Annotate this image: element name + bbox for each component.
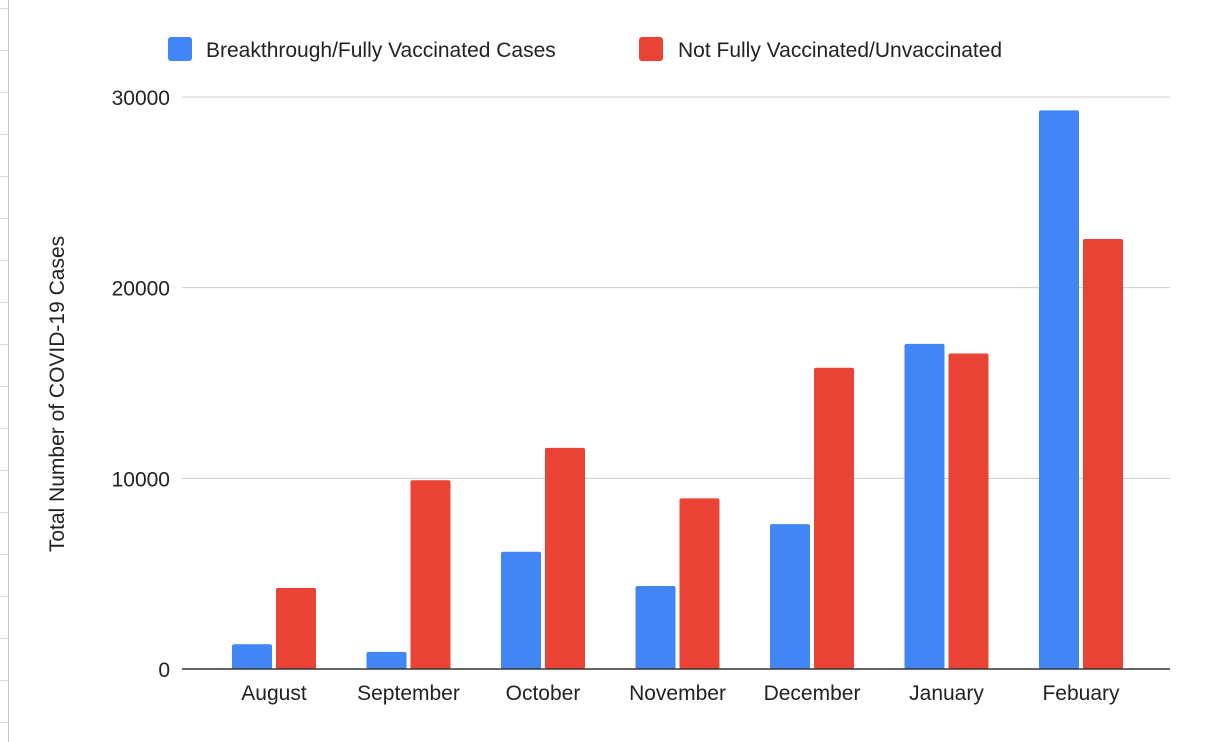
- bar-vaccinated-august: [232, 644, 272, 669]
- bars: [232, 110, 1123, 669]
- edge-tick: [0, 134, 8, 135]
- left-edge-strip: [0, 0, 9, 742]
- y-axis-label: Total Number of COVID-19 Cases: [46, 236, 69, 552]
- bar-unvaccinated-november: [679, 498, 720, 669]
- edge-tick: [0, 8, 8, 9]
- edge-tick: [0, 50, 8, 51]
- y-tick-label: 20000: [112, 278, 170, 301]
- y-tick-label: 10000: [112, 468, 170, 491]
- legend-swatch-series-1: [168, 37, 192, 61]
- bar-unvaccinated-september: [410, 480, 451, 669]
- edge-tick: [0, 638, 8, 639]
- bar-unvaccinated-january: [948, 353, 989, 669]
- legend: Breakthrough/Fully Vaccinated Cases Not …: [168, 37, 1002, 62]
- edge-tick: [0, 176, 8, 177]
- bar-vaccinated-november: [635, 586, 676, 669]
- edge-tick: [0, 428, 8, 429]
- edge-tick: [0, 470, 8, 471]
- edge-tick: [0, 92, 8, 93]
- legend-label-series-2: Not Fully Vaccinated/Unvaccinated: [678, 39, 1002, 62]
- x-axis-ticks: August September October November December Ja…: [241, 682, 1120, 705]
- bar-vaccinated-febuary: [1039, 110, 1079, 669]
- legend-swatch-series-2: [639, 37, 663, 61]
- edge-tick: [0, 512, 8, 513]
- bar-unvaccinated-august: [276, 587, 316, 669]
- x-tick-label: Febuary: [1042, 682, 1120, 705]
- y-axis-ticks: 0 10000 20000 30000: [112, 87, 170, 682]
- edge-tick: [0, 680, 8, 681]
- edge-tick: [0, 218, 8, 219]
- bar-vaccinated-september: [366, 651, 407, 669]
- bar-unvaccinated-october: [545, 447, 585, 669]
- x-tick-label: August: [241, 682, 307, 705]
- y-tick-label: 30000: [112, 87, 170, 110]
- legend-label-series-1: Breakthrough/Fully Vaccinated Cases: [206, 39, 556, 62]
- edge-tick: [0, 344, 8, 345]
- edge-tick: [0, 302, 8, 303]
- x-tick-label: September: [357, 682, 460, 705]
- y-tick-label: 0: [158, 659, 170, 682]
- edge-tick: [0, 554, 8, 555]
- gridlines: [182, 96, 1170, 479]
- bar-vaccinated-october: [501, 551, 541, 669]
- edge-tick: [0, 722, 8, 723]
- edge-tick: [0, 596, 8, 597]
- bar-vaccinated-january: [904, 343, 945, 669]
- edge-tick: [0, 386, 8, 387]
- bar-vaccinated-december: [770, 524, 810, 669]
- x-tick-label: October: [506, 682, 581, 705]
- edge-tick: [0, 260, 8, 261]
- bar-unvaccinated-febuary: [1083, 239, 1123, 669]
- x-tick-label: December: [764, 682, 861, 705]
- bar-unvaccinated-december: [814, 367, 854, 669]
- x-tick-label: November: [629, 682, 726, 705]
- x-tick-label: January: [909, 682, 984, 705]
